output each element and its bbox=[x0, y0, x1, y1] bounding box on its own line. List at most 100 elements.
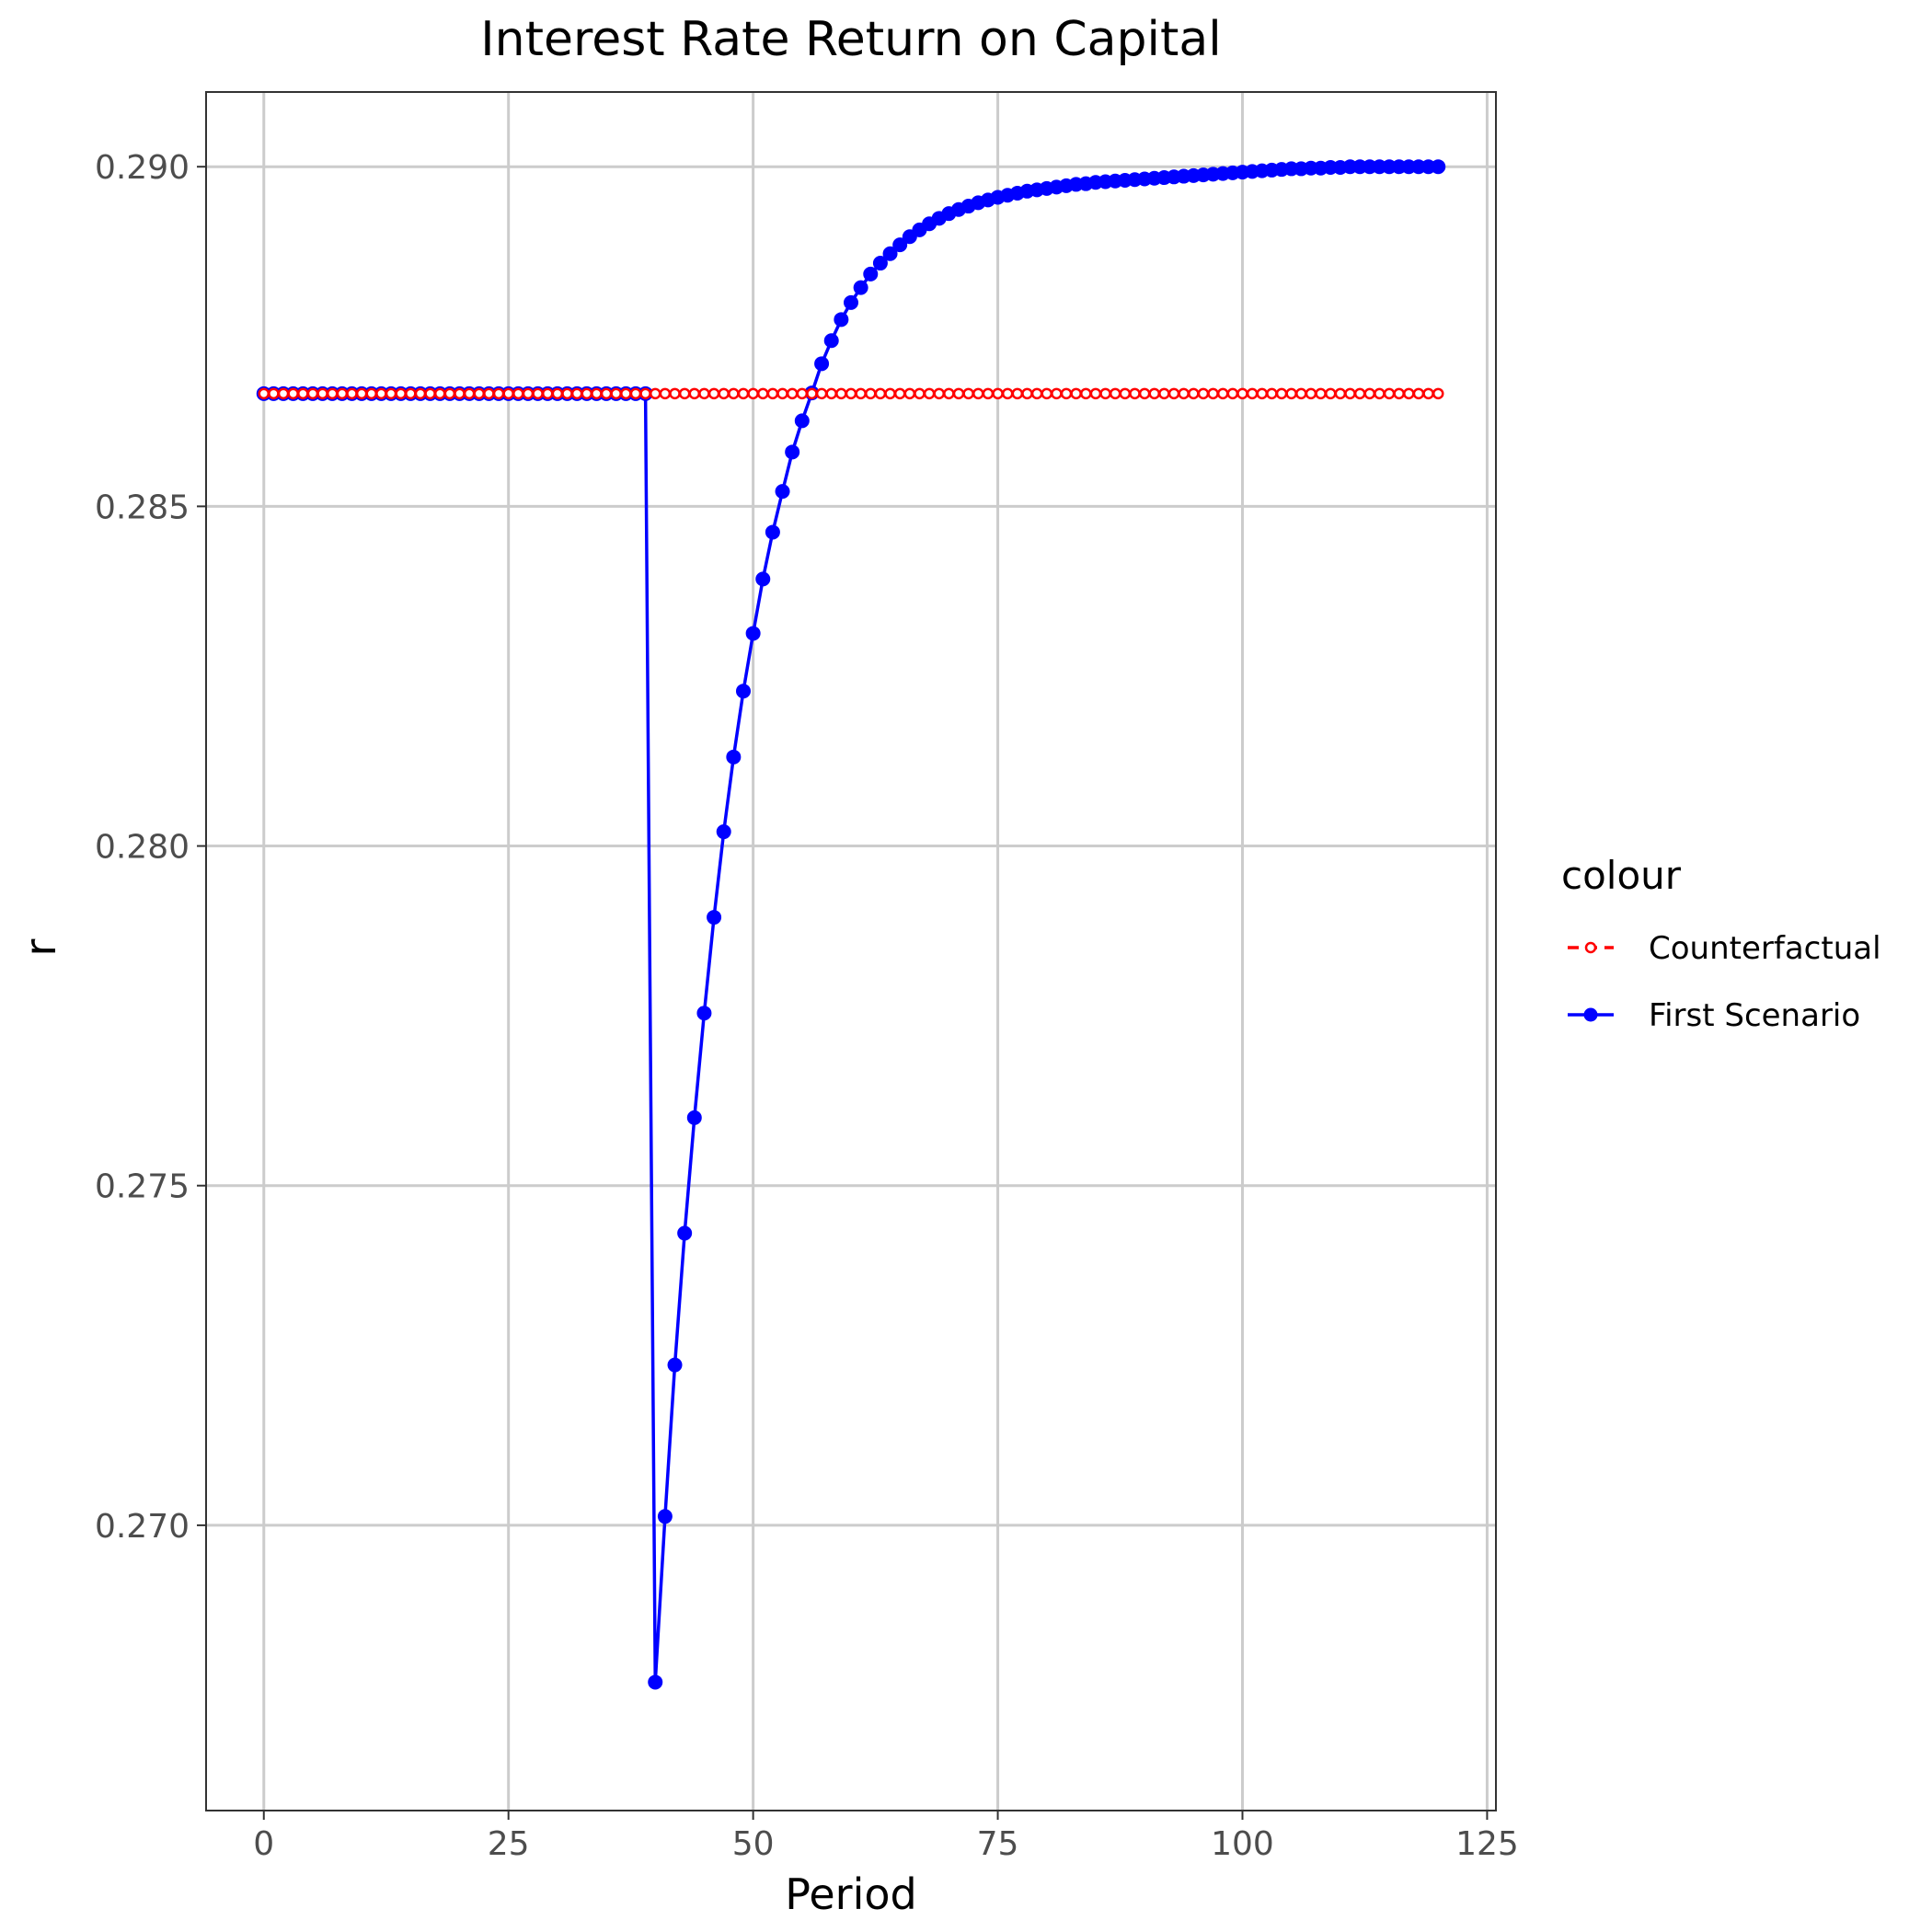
data-point-counterfactual bbox=[855, 387, 867, 400]
data-point-counterfactual bbox=[1353, 387, 1366, 400]
data-point-counterfactual bbox=[610, 387, 622, 400]
legend-item-first-scenario: First Scenario bbox=[1568, 997, 1860, 1034]
data-point-counterfactual bbox=[737, 387, 750, 400]
data-point-counterfactual bbox=[639, 387, 651, 400]
data-point-counterfactual bbox=[316, 387, 328, 400]
data-point-counterfactual bbox=[893, 387, 906, 400]
data-point-counterfactual bbox=[845, 387, 857, 400]
data-point-first-scenario bbox=[844, 294, 858, 310]
data-point-counterfactual bbox=[874, 387, 887, 400]
data-point-counterfactual bbox=[1334, 387, 1347, 400]
data-point-counterfactual bbox=[1167, 387, 1180, 400]
data-point-counterfactual bbox=[522, 387, 535, 400]
data-point-counterfactual bbox=[952, 387, 965, 400]
data-point-counterfactual bbox=[561, 387, 573, 400]
data-point-counterfactual bbox=[1324, 387, 1337, 400]
x-tick-label: 100 bbox=[1211, 1825, 1274, 1863]
y-tick-label: 0.270 bbox=[95, 1508, 190, 1546]
data-point-counterfactual bbox=[1060, 387, 1073, 400]
data-point-counterfactual bbox=[884, 387, 896, 400]
data-point-first-scenario bbox=[882, 246, 898, 261]
panel-border bbox=[205, 91, 1497, 1811]
data-point-counterfactual bbox=[454, 387, 466, 400]
data-point-counterfactual bbox=[1021, 387, 1033, 400]
data-point-counterfactual bbox=[1138, 387, 1151, 400]
data-point-counterfactual bbox=[1266, 387, 1278, 400]
data-point-counterfactual bbox=[825, 387, 837, 400]
data-point-first-scenario bbox=[814, 356, 830, 372]
data-point-counterfactual bbox=[1216, 387, 1229, 400]
data-point-counterfactual bbox=[992, 387, 1004, 400]
data-point-counterfactual bbox=[766, 387, 779, 400]
data-point-counterfactual bbox=[591, 387, 603, 400]
data-point-first-scenario bbox=[785, 444, 800, 460]
legend: colour Counterfactual First Scenario bbox=[1561, 853, 1881, 1034]
data-point-counterfactual bbox=[395, 387, 407, 400]
data-point-first-scenario bbox=[716, 824, 731, 840]
data-point-counterfactual bbox=[1129, 387, 1141, 400]
data-point-counterfactual bbox=[541, 387, 554, 400]
data-point-counterfactual bbox=[1011, 387, 1024, 400]
data-point-counterfactual bbox=[776, 387, 788, 400]
plot-area bbox=[256, 159, 1446, 1690]
legend-items: Counterfactual First Scenario bbox=[1568, 930, 1881, 1034]
x-tick-label: 125 bbox=[1455, 1825, 1519, 1863]
data-point-counterfactual bbox=[1158, 387, 1170, 400]
data-point-counterfactual bbox=[815, 387, 828, 400]
data-point-counterfactual bbox=[698, 387, 710, 400]
data-point-counterfactual bbox=[473, 387, 486, 400]
data-point-counterfactual bbox=[1001, 387, 1014, 400]
data-point-counterfactual bbox=[365, 387, 378, 400]
data-point-counterfactual bbox=[747, 387, 759, 400]
y-tick-label: 0.290 bbox=[95, 149, 190, 187]
data-point-counterfactual bbox=[512, 387, 524, 400]
data-point-counterfactual bbox=[796, 387, 809, 400]
data-point-counterfactual bbox=[375, 387, 387, 400]
data-point-first-scenario bbox=[686, 1110, 702, 1125]
data-point-counterfactual bbox=[443, 387, 456, 400]
data-point-counterfactual bbox=[1178, 387, 1190, 400]
data-point-counterfactual bbox=[1344, 387, 1356, 400]
data-point-counterfactual bbox=[1363, 387, 1376, 400]
data-point-counterfactual bbox=[405, 387, 417, 400]
data-point-counterfactual bbox=[1393, 387, 1405, 400]
x-tick-label: 50 bbox=[732, 1825, 775, 1863]
data-point-first-scenario bbox=[667, 1357, 683, 1373]
data-point-counterfactual bbox=[297, 387, 309, 400]
data-point-counterfactual bbox=[650, 387, 661, 400]
data-point-counterfactual bbox=[268, 387, 280, 400]
x-axis-title: Period bbox=[785, 1869, 916, 1919]
data-point-counterfactual bbox=[600, 387, 613, 400]
data-point-counterfactual bbox=[1148, 387, 1161, 400]
data-point-counterfactual bbox=[1070, 387, 1082, 400]
y-tick-label: 0.285 bbox=[95, 489, 190, 526]
data-point-first-scenario bbox=[745, 626, 761, 641]
gridlines bbox=[206, 92, 1496, 1811]
y-tick-label: 0.275 bbox=[95, 1168, 190, 1206]
data-point-first-scenario bbox=[834, 312, 849, 328]
data-point-counterfactual bbox=[620, 387, 632, 400]
data-point-first-scenario bbox=[775, 484, 790, 500]
data-point-counterfactual bbox=[346, 387, 358, 400]
data-point-counterfactual bbox=[1080, 387, 1092, 400]
data-point-counterfactual bbox=[1089, 387, 1102, 400]
data-point-counterfactual bbox=[1285, 387, 1297, 400]
data-point-counterfactual bbox=[414, 387, 427, 400]
data-point-first-scenario bbox=[648, 1674, 663, 1690]
legend-title: colour bbox=[1561, 853, 1682, 898]
data-point-counterfactual bbox=[326, 387, 339, 400]
data-point-first-scenario bbox=[726, 749, 742, 765]
data-point-counterfactual bbox=[1246, 387, 1259, 400]
x-tick-label: 0 bbox=[253, 1825, 274, 1863]
data-point-first-scenario bbox=[755, 571, 771, 587]
data-point-counterfactual bbox=[306, 387, 319, 400]
data-point-counterfactual bbox=[1315, 387, 1327, 400]
data-point-counterfactual bbox=[355, 387, 368, 400]
data-point-counterfactual bbox=[688, 387, 701, 400]
legend-label-first-scenario: First Scenario bbox=[1649, 997, 1860, 1034]
legend-marker-first-scenario bbox=[1583, 1007, 1598, 1022]
data-point-counterfactual bbox=[835, 387, 847, 400]
data-point-counterfactual bbox=[1374, 387, 1386, 400]
data-point-counterfactual bbox=[287, 387, 299, 400]
data-point-counterfactual bbox=[492, 387, 505, 400]
